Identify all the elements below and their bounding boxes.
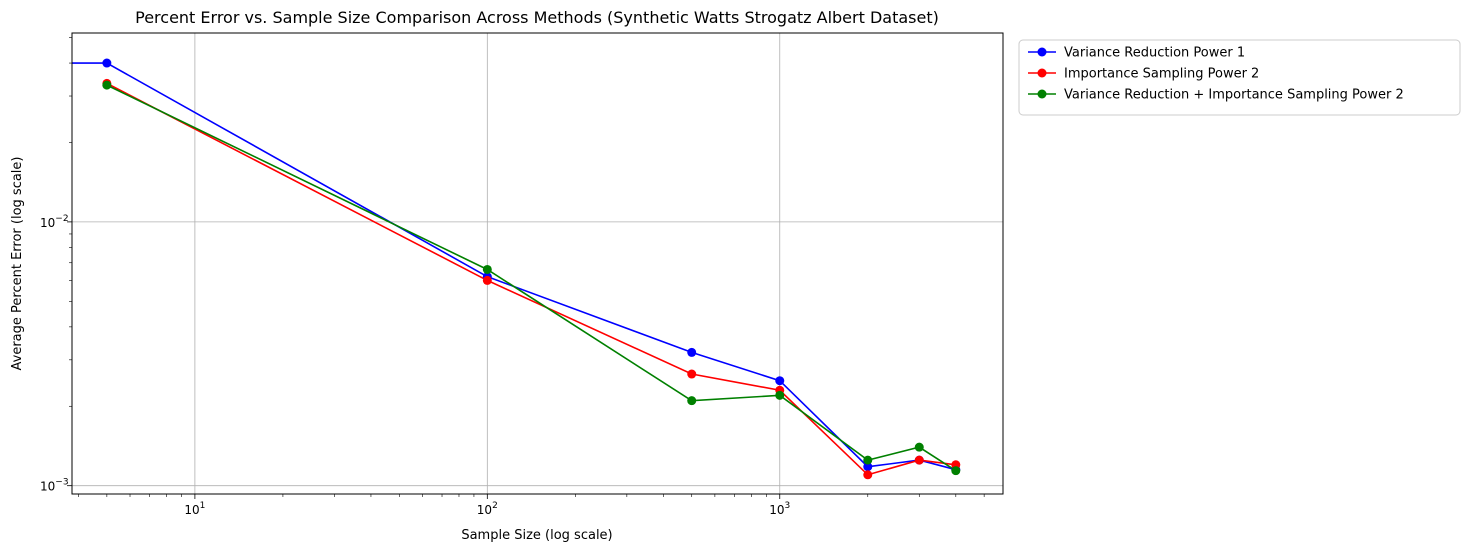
chart-title: Percent Error vs. Sample Size Comparison… (135, 8, 939, 27)
y-tick-label: 10−3 (40, 478, 69, 494)
series-2-point (687, 369, 697, 379)
legend-label-2: Importance Sampling Power 2 (1064, 67, 1259, 82)
series-2-point (482, 275, 492, 285)
x-axis-label: Sample Size (log scale) (461, 528, 612, 543)
series-layer (72, 62, 957, 476)
series-line-1 (72, 62, 957, 471)
series-2-point (863, 470, 873, 480)
series-1-point (102, 58, 112, 68)
x-tick-label: 101 (184, 501, 205, 517)
series-1-point (863, 462, 873, 472)
y-axis-label: Average Percent Error (log scale) (10, 157, 25, 371)
series-3-point (951, 466, 961, 476)
legend-entry-1: Variance Reduction Power 1 (1028, 46, 1245, 61)
legend-frame (1018, 39, 1461, 116)
y-tick-label: 10−2 (40, 214, 69, 230)
series-3-point (482, 264, 492, 274)
legend-marker-3 (1037, 89, 1047, 99)
series-3-point (863, 455, 873, 465)
series-3-point (914, 442, 924, 452)
series-1-point (687, 347, 697, 357)
series-1-point (775, 376, 785, 386)
legend-entry-3: Variance Reduction + Importance Sampling… (1028, 88, 1404, 103)
series-3-point (102, 80, 112, 90)
x-axis: 101 102 103 (78, 494, 985, 517)
series-line-3 (106, 84, 957, 472)
series-3-point (687, 396, 697, 406)
legend-marker-2 (1037, 68, 1047, 78)
series-line-2 (106, 82, 956, 476)
series-3-point (775, 390, 785, 400)
legend-entry-2: Importance Sampling Power 2 (1028, 67, 1259, 82)
legend-label-3: Variance Reduction + Importance Sampling… (1064, 88, 1404, 103)
legend: Variance Reduction Power 1 Importance Sa… (1018, 39, 1461, 116)
legend-marker-1 (1037, 47, 1047, 57)
series-2-point (914, 455, 924, 465)
y-axis: 10−3 10−2 (40, 37, 72, 494)
grid-lines (72, 33, 1003, 494)
x-tick-label: 103 (769, 501, 790, 517)
markers-layer (102, 58, 961, 480)
x-tick-label: 102 (477, 501, 498, 517)
legend-label-1: Variance Reduction Power 1 (1064, 46, 1245, 61)
plot-frame (71, 32, 1004, 495)
